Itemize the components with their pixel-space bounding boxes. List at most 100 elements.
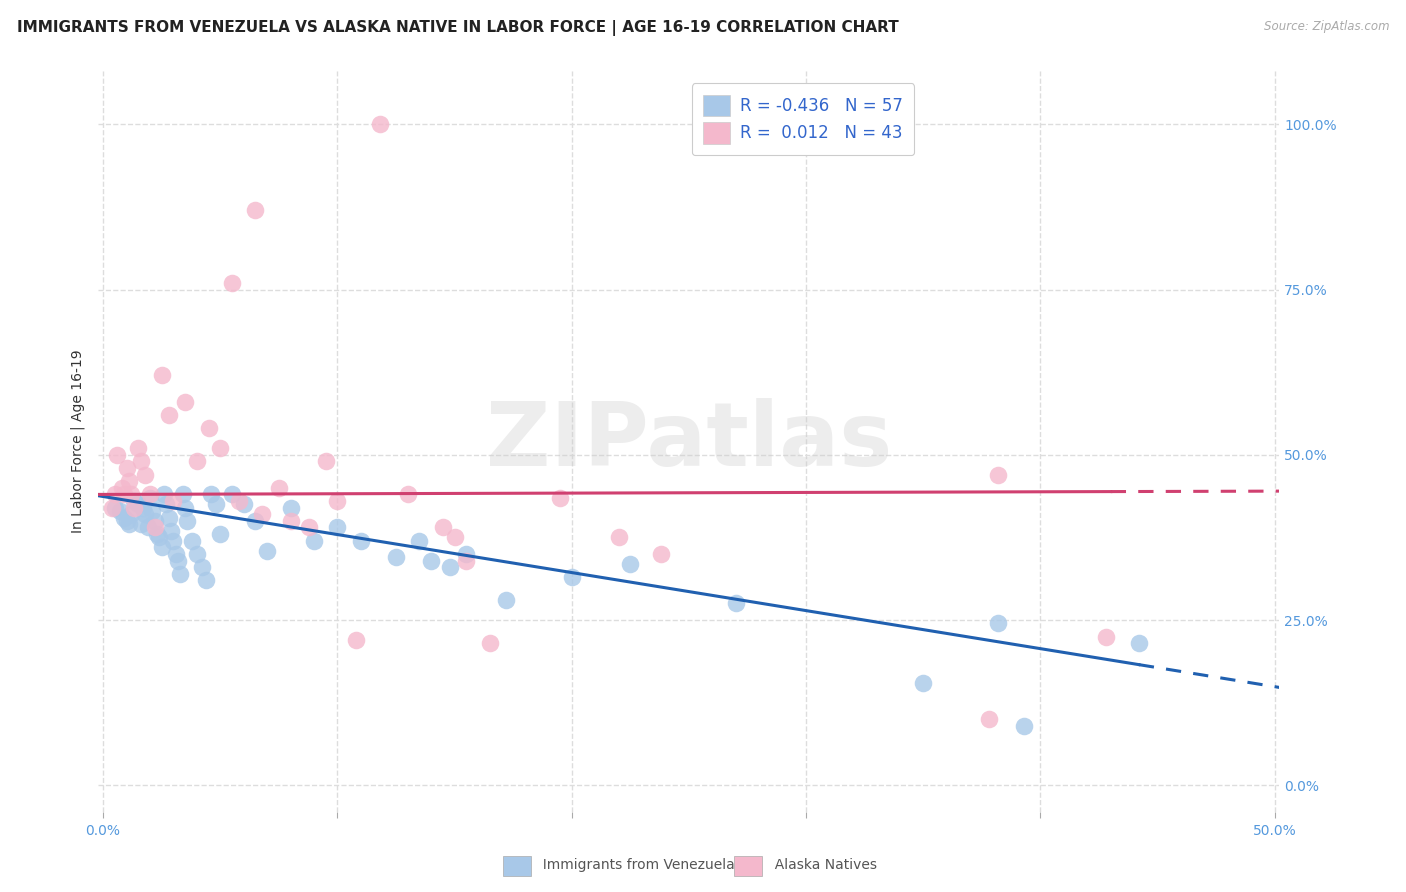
- Point: [108, 504, 131, 518]
- Y-axis label: In Labor Force | Age 16-19: In Labor Force | Age 16-19: [70, 350, 84, 533]
- Point: [141, 504, 163, 518]
- Point: [129, 517, 152, 532]
- Point: [267, 481, 290, 495]
- Point: [157, 408, 180, 422]
- Point: [561, 570, 583, 584]
- Point: [456, 553, 478, 567]
- Point: [104, 500, 127, 515]
- Point: [181, 533, 204, 548]
- Point: [344, 632, 367, 647]
- Point: [118, 474, 141, 488]
- Point: [190, 560, 212, 574]
- Point: [186, 454, 208, 468]
- Point: [115, 461, 138, 475]
- Point: [111, 481, 134, 495]
- Point: [160, 524, 183, 538]
- Point: [143, 514, 166, 528]
- Point: [136, 520, 159, 534]
- Point: [134, 508, 156, 522]
- Point: [396, 487, 419, 501]
- Point: [112, 510, 135, 524]
- Point: [122, 500, 145, 515]
- Text: Alaska Natives: Alaska Natives: [766, 858, 877, 872]
- Point: [280, 500, 302, 515]
- Point: [315, 454, 337, 468]
- Point: [987, 467, 1010, 482]
- Point: [132, 500, 155, 515]
- Point: [977, 712, 1000, 726]
- Point: [176, 514, 198, 528]
- Point: [650, 547, 672, 561]
- FancyBboxPatch shape: [734, 856, 762, 876]
- Point: [172, 487, 194, 501]
- Point: [302, 533, 325, 548]
- Point: [443, 530, 465, 544]
- Point: [143, 520, 166, 534]
- Point: [162, 533, 184, 548]
- Text: IMMIGRANTS FROM VENEZUELA VS ALASKA NATIVE IN LABOR FORCE | AGE 16-19 CORRELATIO: IMMIGRANTS FROM VENEZUELA VS ALASKA NATI…: [17, 20, 898, 36]
- Point: [298, 520, 321, 534]
- Point: [478, 636, 501, 650]
- Legend: R = -0.436   N = 57, R =  0.012   N = 43: R = -0.436 N = 57, R = 0.012 N = 43: [692, 83, 914, 155]
- Point: [153, 487, 176, 501]
- Point: [326, 494, 349, 508]
- Point: [228, 494, 250, 508]
- Point: [169, 566, 191, 581]
- Point: [385, 550, 408, 565]
- Text: ZIPatlas: ZIPatlas: [486, 398, 891, 485]
- Point: [167, 553, 190, 567]
- Point: [146, 527, 169, 541]
- Point: [155, 497, 177, 511]
- Point: [1095, 630, 1118, 644]
- FancyBboxPatch shape: [503, 856, 531, 876]
- Point: [200, 487, 222, 501]
- Point: [197, 421, 219, 435]
- Point: [232, 497, 254, 511]
- Point: [104, 487, 127, 501]
- Point: [122, 494, 145, 508]
- Point: [221, 487, 243, 501]
- Point: [120, 508, 142, 522]
- Point: [987, 616, 1010, 631]
- Point: [120, 487, 142, 501]
- Point: [148, 530, 170, 544]
- Point: [326, 520, 349, 534]
- Point: [1012, 719, 1035, 733]
- Point: [129, 454, 152, 468]
- Point: [195, 574, 218, 588]
- Point: [186, 547, 208, 561]
- Point: [420, 553, 443, 567]
- Point: [118, 517, 141, 532]
- Point: [204, 497, 226, 511]
- Point: [209, 527, 232, 541]
- Point: [221, 276, 243, 290]
- Point: [724, 597, 747, 611]
- Point: [245, 203, 267, 218]
- Point: [139, 487, 162, 501]
- Point: [368, 117, 391, 131]
- Point: [174, 395, 197, 409]
- Point: [439, 560, 461, 574]
- Point: [162, 494, 184, 508]
- Text: Source: ZipAtlas.com: Source: ZipAtlas.com: [1264, 20, 1389, 33]
- Point: [912, 675, 935, 690]
- Point: [157, 510, 180, 524]
- Point: [150, 368, 173, 383]
- Point: [150, 541, 173, 555]
- Point: [209, 441, 232, 455]
- Point: [1128, 636, 1150, 650]
- Point: [127, 497, 149, 511]
- Point: [432, 520, 454, 534]
- Point: [456, 547, 478, 561]
- Point: [112, 487, 135, 501]
- Point: [127, 441, 149, 455]
- Point: [350, 533, 373, 548]
- Point: [134, 467, 156, 482]
- Point: [174, 500, 197, 515]
- Point: [619, 557, 641, 571]
- Point: [280, 514, 302, 528]
- Point: [495, 593, 517, 607]
- Point: [101, 500, 124, 515]
- Point: [115, 514, 138, 528]
- Point: [245, 514, 267, 528]
